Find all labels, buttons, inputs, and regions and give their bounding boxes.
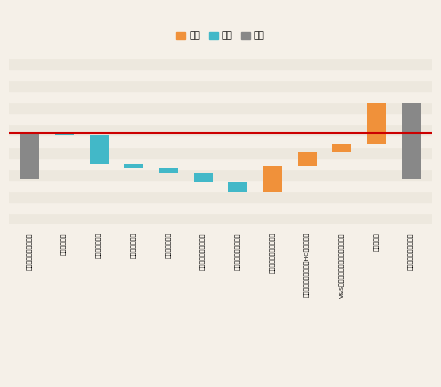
Bar [90,135,108,164]
Bar [9,69,432,80]
Bar [9,213,432,224]
Bar [9,113,432,124]
Bar [9,46,432,58]
Bar [9,202,432,213]
Bar [9,180,432,191]
Bar [9,91,432,102]
Bar [9,147,432,158]
Bar [298,152,317,166]
Bar [55,133,74,135]
Bar [9,158,432,169]
Bar [9,124,432,135]
Bar [9,102,432,113]
Bar [9,58,432,69]
Bar [263,166,282,192]
Bar [367,103,386,144]
Bar [194,173,213,182]
Bar [159,168,178,173]
Bar [333,144,351,152]
Bar [124,164,143,168]
Bar [9,80,432,91]
Bar [228,182,247,192]
Bar [20,133,39,179]
Legend: 増加, 減少, 合計: 増加, 減少, 合計 [173,28,268,44]
Bar [9,169,432,180]
Bar [9,135,432,147]
Bar [9,191,432,202]
Bar [402,103,421,179]
